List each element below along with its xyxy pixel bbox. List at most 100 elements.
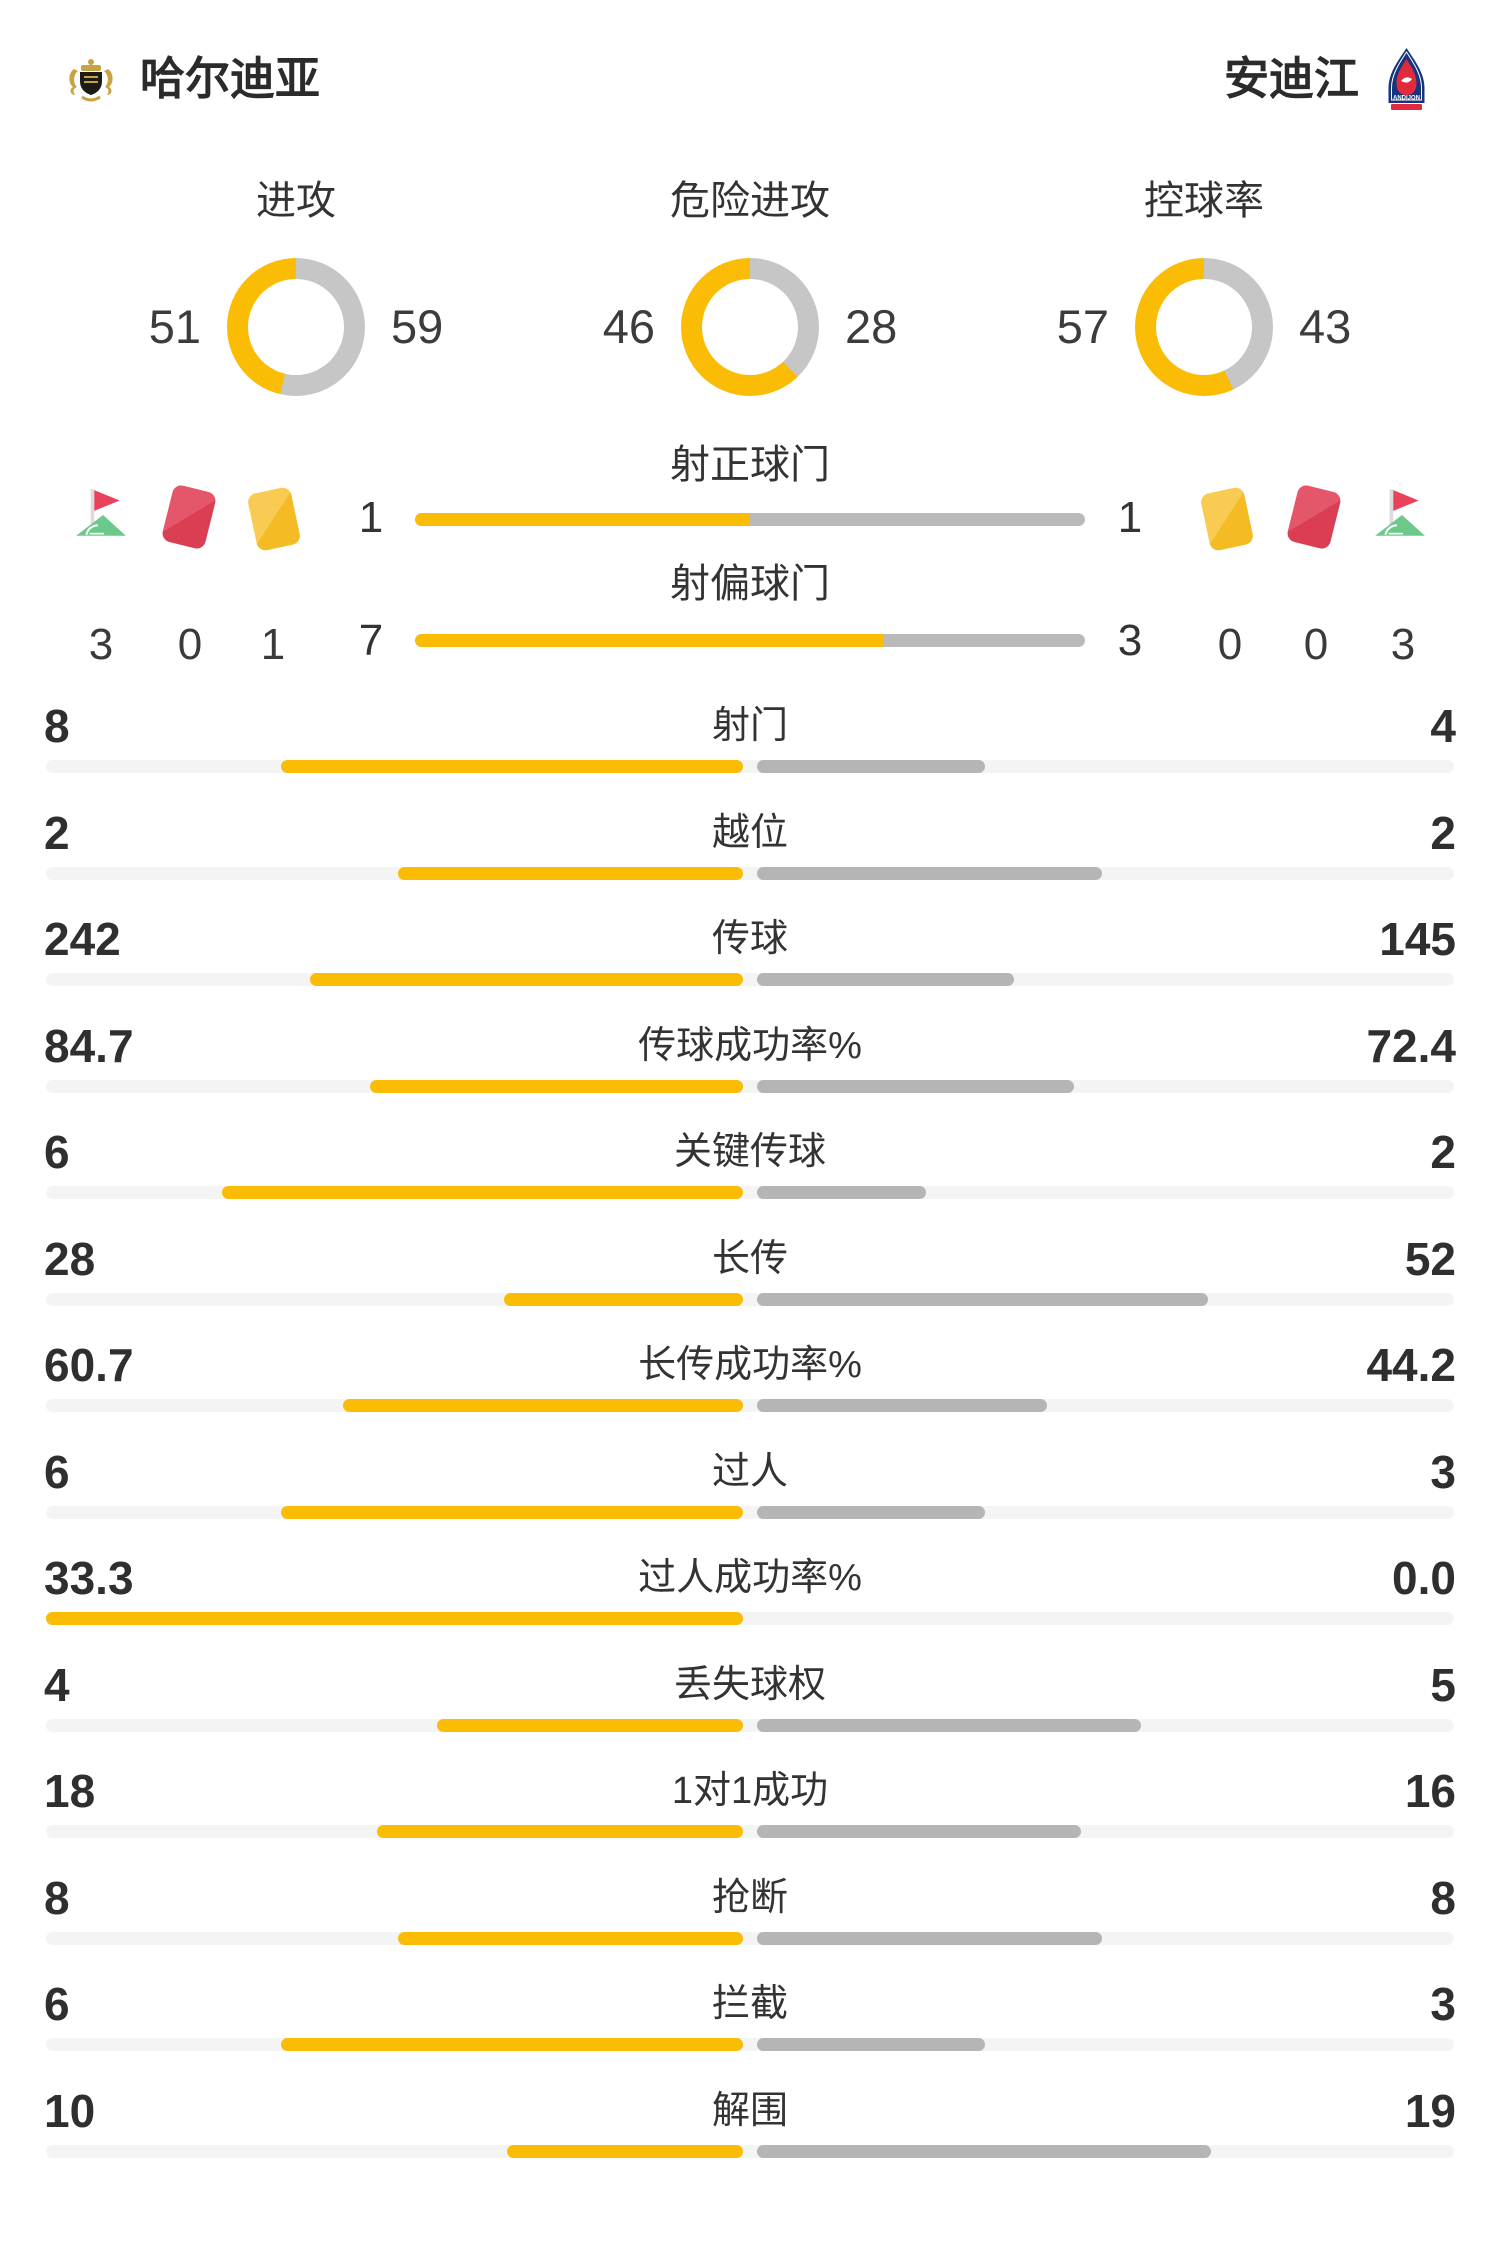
shots-section: 3 0 1 0 0 3 射正球门 1 1 射偏球门 7 3 [0,430,1500,690]
stat-bar-home [398,1931,743,1945]
stat-row: 8 抢断 8 [0,1862,1500,1969]
match-header: 哈尔迪亚 安迪江 ANDIJON [66,46,1430,112]
shots-off-target-away-value: 3 [1117,616,1143,665]
stat-row: 18 1对1成功 16 [0,1755,1500,1862]
donut-label: 控球率 [1144,179,1264,223]
donut-away-value: 43 [1299,300,1352,353]
stat-bar-home [281,2038,743,2051]
stat-bar-track [46,1079,1454,1093]
donut-home-value: 46 [602,300,655,353]
home-yellow-cards-count: 1 [260,620,286,669]
away-red-cards-count: 0 [1303,620,1329,669]
donut-away-value: 28 [845,300,898,353]
stat-bar-track [46,973,1454,986]
stat-label: 传球成功率% [638,1024,862,1067]
stat-away-value: 72.4 [1366,1019,1456,1072]
away-corner-flag-icon [1375,489,1425,536]
donut-possession: 控球率 57 43 [1035,176,1373,396]
stat-away-value: 0.0 [1392,1552,1456,1604]
away-team-name: 安迪江 [1223,53,1359,104]
stat-away-value: 2 [1430,1126,1456,1178]
stat-label: 长传成功率% [638,1344,862,1386]
stat-bar-track [46,2144,1454,2158]
stat-bar-track [46,1292,1454,1306]
stat-label: 传球 [711,918,788,960]
shots-on-target-away-value: 1 [1117,493,1143,542]
stat-home-value: 10 [44,2084,96,2137]
stat-bar-home [377,1825,743,1838]
stat-bar-away [757,866,1102,880]
stat-bar-home [222,1186,743,1199]
away-red-card-icon [1285,483,1343,551]
stat-away-value: 8 [1430,1871,1456,1924]
stat-home-value: 8 [44,1871,70,1924]
shots-on-target-home-value: 1 [358,493,384,542]
stat-bar-home [507,2144,743,2158]
stat-label: 过人 [711,1450,788,1493]
home-corners-count: 3 [88,620,114,669]
donut-hole [248,279,344,375]
shots-on-target-bar-home-fill [415,513,750,526]
stat-row: 2 越位 2 [0,797,1500,904]
donut-hole [702,279,798,375]
donut-attacks: 进攻 51 59 [127,176,465,396]
stat-bar-track [46,1931,1454,1945]
away-corners-count: 3 [1390,620,1416,669]
stat-home-value: 2 [44,806,70,859]
stat-away-value: 145 [1379,913,1456,965]
stat-row: 4 丢失球权 5 [0,1649,1500,1756]
stat-home-value: 18 [44,1765,96,1817]
stat-label: 拦截 [711,1983,788,2025]
donut-ring [681,258,819,396]
home-team-logo-icon [69,59,113,102]
stat-bar-home [370,1079,743,1093]
stat-bar-away [757,1825,1081,1838]
stat-home-value: 84.7 [44,1019,134,1072]
stat-home-value: 8 [44,700,70,752]
away-yellow-cards-count: 0 [1217,620,1243,669]
stat-row: 33.3 过人成功率% 0.0 [0,1542,1500,1649]
shots-off-target-bar [415,634,1085,647]
stat-row: 6 过人 3 [0,1436,1500,1543]
donut-away-value: 59 [391,300,444,353]
stat-bar-track [46,1186,1454,1199]
home-team[interactable]: 哈尔迪亚 [66,49,320,109]
stat-away-value: 52 [1404,1232,1456,1285]
stat-row: 8 射门 4 [0,690,1500,797]
stat-home-value: 33.3 [44,1552,134,1604]
stat-away-value: 3 [1430,1978,1456,2030]
stat-bar-away [757,1292,1208,1306]
donut-hole [1156,279,1252,375]
stat-row: 84.7 传球成功率% 72.4 [0,1010,1500,1117]
donut-charts-row: 进攻 51 59 危险进攻 46 28 控球率 57 43 [0,176,1500,396]
stat-bar-home [437,1718,743,1732]
shots-off-target-bar-home-fill [415,634,884,647]
stat-bar-track [46,1825,1454,1838]
stat-bar-home [281,1505,743,1519]
stat-row: 10 解围 19 [0,2075,1500,2182]
stat-label: 丢失球权 [673,1663,826,1706]
away-team[interactable]: 安迪江 ANDIJON [1224,47,1430,111]
stat-away-value: 5 [1430,1658,1456,1711]
stat-bar-away [757,1718,1141,1732]
stat-away-value: 2 [1430,806,1456,859]
stat-home-value: 28 [44,1232,96,1285]
stat-row: 6 关键传球 2 [0,1116,1500,1223]
stat-bar-away [757,1505,985,1519]
donut-label: 进攻 [256,179,336,223]
stat-bar-track [46,866,1454,880]
stat-label: 越位 [711,811,788,854]
stat-away-value: 16 [1404,1765,1456,1817]
stat-bar-track [46,2038,1454,2051]
stat-bar-away [757,973,1014,986]
stat-away-value: 44.2 [1366,1339,1456,1391]
stat-label: 关键传球 [673,1131,826,1173]
home-red-cards-count: 0 [177,620,203,669]
stat-bar-away [757,1186,926,1199]
stat-bar-away [757,760,985,773]
stat-home-value: 242 [44,913,121,965]
stat-bar-home [281,760,743,773]
stat-home-value: 6 [44,1445,70,1498]
donut-label: 危险进攻 [670,179,830,223]
